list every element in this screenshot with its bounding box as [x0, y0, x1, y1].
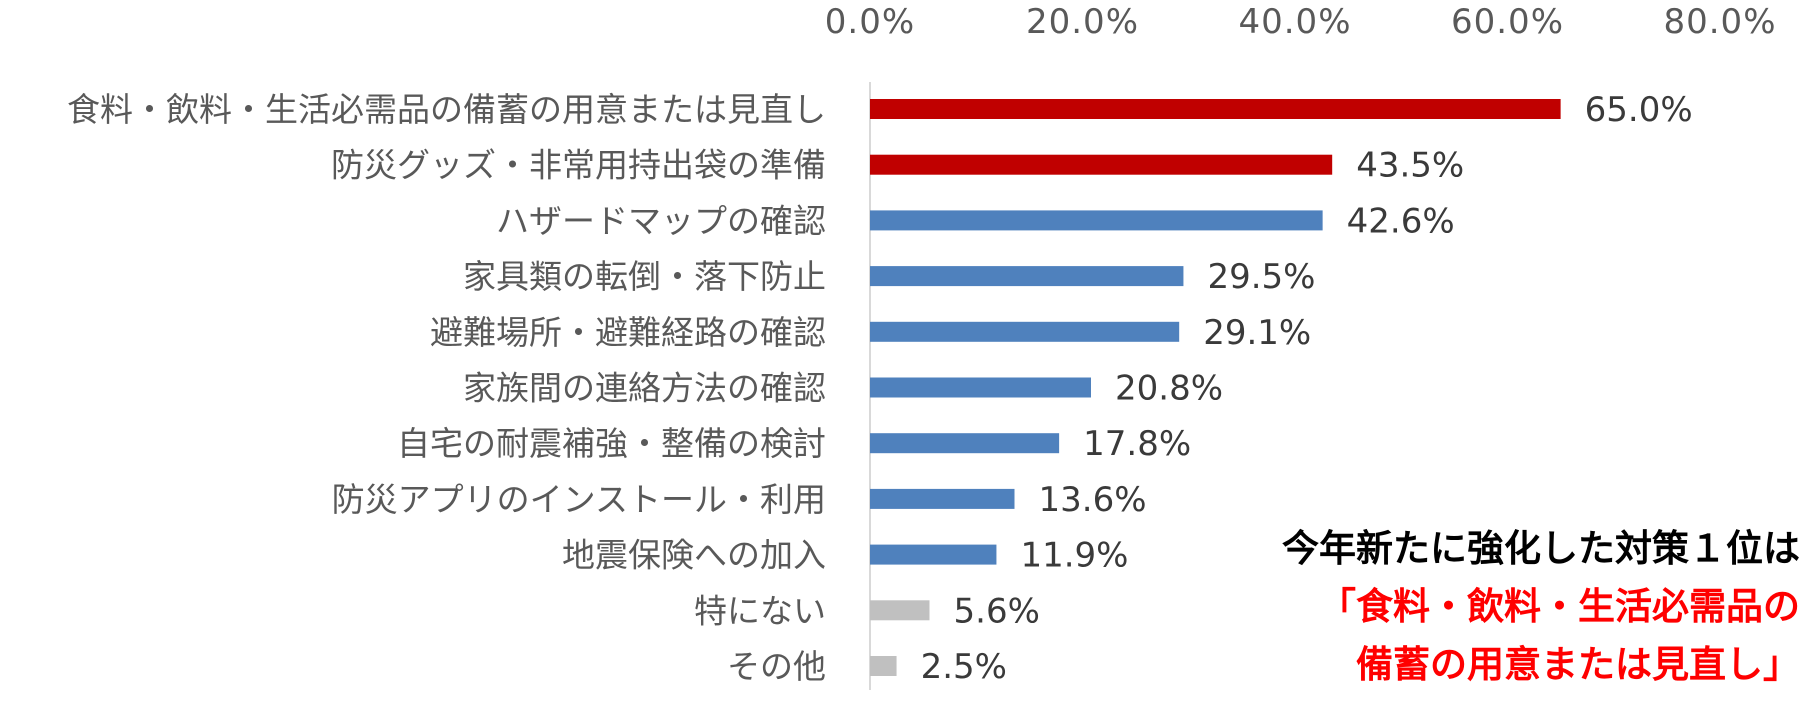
category-label: 家具類の転倒・落下防止 — [463, 257, 826, 296]
bar — [870, 266, 1184, 287]
bar — [870, 99, 1561, 119]
x-tick-label: 60.0% — [1451, 2, 1564, 42]
category-label: ハザードマップの確認 — [496, 201, 826, 240]
category-label: 避難場所・避難経路の確認 — [430, 313, 826, 352]
bar — [870, 433, 1060, 454]
bar — [870, 656, 897, 676]
bar — [870, 544, 997, 565]
bar — [870, 488, 1015, 509]
x-tick-label: 40.0% — [1238, 2, 1351, 42]
data-label: 2.5% — [921, 647, 1007, 687]
callout-heading: 今年新たに強化した対策１位は — [1282, 527, 1800, 570]
category-label: 特にない — [694, 591, 826, 630]
data-label: 17.8% — [1083, 424, 1191, 464]
category-label: 防災グッズ・非常用持出袋の準備 — [331, 146, 826, 185]
bar — [870, 154, 1333, 175]
callout-highlight-line-2: 備蓄の用意または見直し」 — [1356, 643, 1800, 686]
x-tick-label: 0.0% — [825, 2, 915, 42]
bar — [870, 377, 1091, 398]
data-label: 29.1% — [1203, 313, 1311, 353]
bar — [870, 600, 930, 621]
bar — [870, 321, 1180, 342]
category-label: その他 — [727, 647, 826, 686]
data-label: 43.5% — [1356, 146, 1464, 186]
data-label: 42.6% — [1347, 201, 1455, 241]
data-label: 5.6% — [954, 591, 1040, 631]
category-label: 自宅の耐震補強・整備の検討 — [397, 424, 826, 463]
callout-highlight-line-1: 「食料・飲料・生活必需品の — [1319, 585, 1800, 628]
data-label: 11.9% — [1020, 536, 1128, 576]
x-tick-label: 80.0% — [1663, 2, 1776, 42]
callout-annotation: 今年新たに強化した対策１位は 「食料・飲料・生活必需品の 備蓄の用意または見直し… — [1150, 520, 1800, 694]
data-label: 65.0% — [1585, 90, 1693, 130]
data-label: 13.6% — [1039, 480, 1147, 520]
data-label: 20.8% — [1115, 369, 1223, 409]
category-label: 防災アプリのインストール・利用 — [332, 480, 826, 519]
category-label: 家族間の連絡方法の確認 — [463, 369, 826, 408]
x-tick-label: 20.0% — [1026, 2, 1139, 42]
category-label: 地震保険への加入 — [562, 536, 826, 575]
data-label: 29.5% — [1207, 257, 1315, 297]
bar — [870, 210, 1323, 231]
category-label: 食料・飲料・生活必需品の備蓄の用意または見直し — [67, 90, 826, 129]
